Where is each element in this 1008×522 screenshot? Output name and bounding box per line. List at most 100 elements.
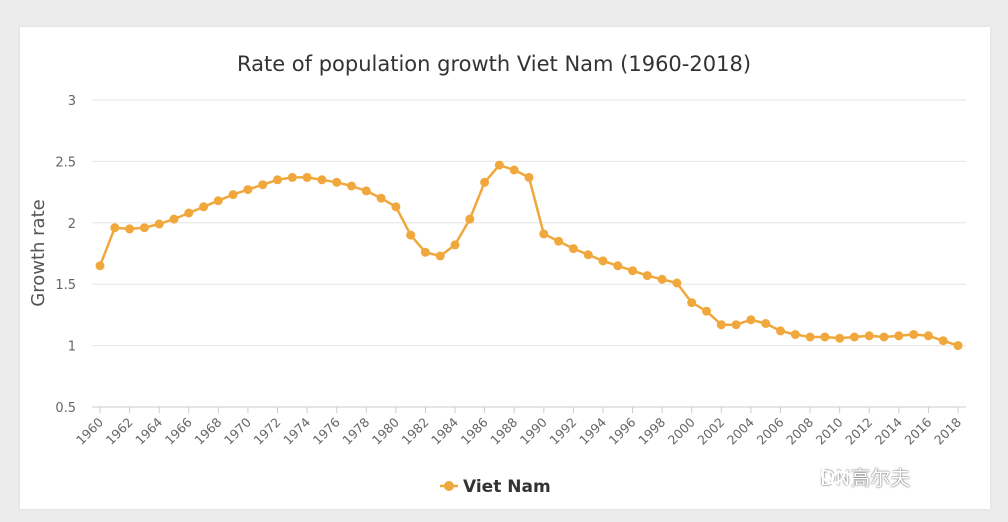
data-point[interactable] [406,230,416,240]
wechat-icon [821,464,853,489]
data-point[interactable] [554,236,564,246]
data-point[interactable] [894,331,904,341]
x-tick-label: 2014 [872,414,905,447]
data-point[interactable] [716,320,726,330]
data-point[interactable] [805,332,815,342]
data-point[interactable] [110,223,120,233]
data-point[interactable] [613,261,623,271]
chart-title: Rate of population growth Viet Nam (1960… [237,52,751,76]
data-point[interactable] [731,320,741,330]
x-tick-label: 2018 [931,414,964,447]
data-point[interactable] [287,172,297,182]
legend-marker [444,481,454,491]
x-tick-label: 1994 [576,414,609,447]
data-point[interactable] [642,271,652,281]
y-tick-label: 3 [68,94,76,109]
data-point[interactable] [347,181,356,191]
x-tick-label: 1984 [428,414,461,447]
chart-panel [20,27,990,509]
data-point[interactable] [702,306,711,316]
data-point[interactable] [568,244,578,254]
data-point[interactable] [376,193,386,203]
data-point[interactable] [391,202,401,212]
x-tick-label: 1996 [606,414,639,447]
data-point[interactable] [184,208,194,218]
data-point[interactable] [154,219,164,229]
data-point[interactable] [790,330,800,339]
data-point[interactable] [539,229,549,239]
data-point[interactable] [258,180,268,190]
data-point[interactable] [761,319,771,328]
data-point[interactable] [480,177,490,187]
data-point[interactable] [317,175,327,185]
data-point[interactable] [332,177,342,187]
data-point[interactable] [657,274,667,284]
x-tick-label: 1982 [398,415,431,448]
x-tick-label: 2016 [901,414,934,447]
data-point[interactable] [243,185,253,195]
x-tick-label: 2008 [783,414,816,447]
y-tick-label: 2 [68,217,76,232]
data-point[interactable] [125,224,135,234]
legend[interactable]: Viet Nam [440,477,551,497]
data-point[interactable] [598,256,608,266]
data-point[interactable] [938,336,948,346]
data-point[interactable] [169,214,179,224]
data-point[interactable] [746,315,756,325]
data-point[interactable] [450,240,460,250]
x-tick-label: 2010 [813,414,846,447]
y-tick-label: 0.5 [55,401,76,416]
data-point[interactable] [361,186,371,196]
x-tick-label: 1960 [73,414,106,447]
data-point[interactable] [302,172,312,182]
data-point[interactable] [672,278,682,288]
data-point[interactable] [420,247,430,257]
watermark: DN高尔夫 [820,462,910,491]
data-point[interactable] [213,196,223,206]
y-tick-label: 1.5 [55,278,76,293]
x-tick-label: 1974 [280,414,313,447]
x-tick-label: 1976 [310,414,343,447]
y-tick-label: 2.5 [55,155,76,170]
x-tick-label: 2006 [754,414,787,447]
data-point[interactable] [273,175,282,185]
y-axis-ticks: 0.5 1 1.5 2 2.5 3 [55,94,76,416]
data-point[interactable] [909,330,919,339]
data-point[interactable] [849,332,859,342]
data-point[interactable] [509,165,519,175]
x-tick-label: 1970 [221,414,254,447]
x-tick-label: 2000 [665,414,698,447]
data-point[interactable] [687,298,697,308]
y-axis-label: Growth rate [28,199,49,306]
data-point[interactable] [953,341,963,351]
data-point[interactable] [820,332,830,342]
x-tick-label: 2002 [694,415,727,448]
x-tick-label: 1980 [369,414,402,447]
x-tick-label: 2004 [724,414,757,447]
series-viet-nam[interactable] [95,160,963,351]
data-point[interactable] [199,202,209,212]
x-tick-label: 1988 [487,414,520,447]
data-point[interactable] [864,331,874,341]
data-point[interactable] [494,160,504,170]
x-tick-label: 2012 [842,415,875,448]
data-point[interactable] [95,261,105,271]
data-point[interactable] [228,190,238,200]
data-point[interactable] [465,214,475,224]
x-tick-label: 1998 [635,414,668,447]
data-point[interactable] [435,251,445,261]
data-point[interactable] [524,172,534,182]
data-point[interactable] [583,250,593,260]
data-point[interactable] [923,331,933,341]
data-point[interactable] [139,223,149,233]
x-tick-label: 1990 [517,414,550,447]
x-tick-label: 1972 [251,415,284,448]
legend-label-viet-nam: Viet Nam [463,477,551,497]
x-tick-label: 1978 [339,414,372,447]
data-point[interactable] [628,266,638,276]
data-point[interactable] [835,333,845,343]
x-tick-label: 1962 [103,415,136,448]
data-point[interactable] [776,326,785,336]
data-point[interactable] [879,332,889,342]
